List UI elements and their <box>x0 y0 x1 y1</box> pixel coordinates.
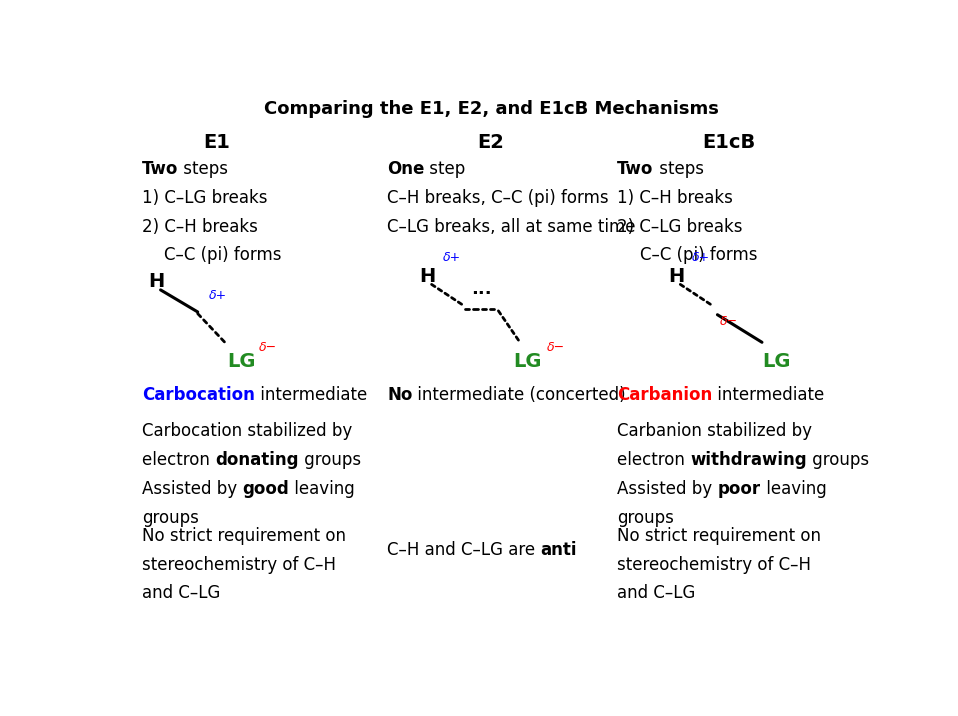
Text: withdrawing: withdrawing <box>691 451 807 469</box>
Text: steps: steps <box>653 160 703 178</box>
Text: No strict requirement on: No strict requirement on <box>142 527 346 545</box>
Text: C–C (pi) forms: C–C (pi) forms <box>640 246 757 264</box>
Text: Assisted by: Assisted by <box>617 480 718 498</box>
Text: steps: steps <box>178 160 228 178</box>
Text: Carbanion: Carbanion <box>617 387 713 405</box>
Text: Carbocation stabilized by: Carbocation stabilized by <box>142 422 353 440</box>
Text: Carbanion stabilized by: Carbanion stabilized by <box>617 422 812 440</box>
Text: E2: E2 <box>477 132 505 152</box>
Text: Two: Two <box>142 160 178 178</box>
Text: LG: LG <box>227 352 256 371</box>
Text: H: H <box>148 272 165 291</box>
Text: 2) C–H breaks: 2) C–H breaks <box>142 218 258 236</box>
Text: and C–LG: and C–LG <box>617 584 696 602</box>
Text: E1cB: E1cB <box>702 132 755 152</box>
Text: C–H breaks, C–C (pi) forms: C–H breaks, C–C (pi) forms <box>387 189 608 207</box>
Text: Comparing the E1, E2, and E1cB Mechanisms: Comparing the E1, E2, and E1cB Mechanism… <box>263 100 718 117</box>
Text: and C–LG: and C–LG <box>142 584 220 602</box>
Text: intermediate: intermediate <box>255 387 367 405</box>
Text: Two: Two <box>617 160 653 178</box>
Text: groups: groups <box>142 509 199 527</box>
Text: poor: poor <box>718 480 761 498</box>
Text: groups: groups <box>617 509 674 527</box>
Text: Carbocation: Carbocation <box>142 387 255 405</box>
Text: δ−: δ− <box>259 342 277 354</box>
Text: C–H and C–LG are: C–H and C–LG are <box>387 541 540 559</box>
Text: donating: donating <box>216 451 299 469</box>
Text: step: step <box>424 160 466 178</box>
Text: groups: groups <box>807 451 869 469</box>
Text: One: One <box>387 160 424 178</box>
Text: No: No <box>387 387 412 405</box>
Text: 1) C–H breaks: 1) C–H breaks <box>617 189 733 207</box>
Text: δ−: δ− <box>547 342 565 354</box>
Text: good: good <box>242 480 289 498</box>
Text: C–C (pi) forms: C–C (pi) forms <box>165 246 282 264</box>
Text: stereochemistry of C–H: stereochemistry of C–H <box>617 556 811 574</box>
Text: Assisted by: Assisted by <box>142 480 242 498</box>
Text: intermediate (concerted): intermediate (concerted) <box>412 387 626 405</box>
Text: LG: LG <box>762 352 790 371</box>
Text: E1: E1 <box>203 132 230 152</box>
Text: leaving: leaving <box>761 480 827 498</box>
Text: stereochemistry of C–H: stereochemistry of C–H <box>142 556 336 574</box>
Text: leaving: leaving <box>289 480 354 498</box>
Text: ···: ··· <box>471 284 492 303</box>
Text: No strict requirement on: No strict requirement on <box>617 527 821 545</box>
Text: electron: electron <box>617 451 691 469</box>
Text: δ+: δ+ <box>443 251 461 264</box>
Text: intermediate: intermediate <box>713 387 825 405</box>
Text: H: H <box>420 266 436 286</box>
Text: groups: groups <box>299 451 361 469</box>
Text: anti: anti <box>540 541 577 559</box>
Text: electron: electron <box>142 451 216 469</box>
Text: δ−: δ− <box>719 315 738 328</box>
Text: 1) C–LG breaks: 1) C–LG breaks <box>142 189 267 207</box>
Text: LG: LG <box>513 352 541 371</box>
Text: δ+: δ+ <box>209 289 227 302</box>
Text: 2) C–LG breaks: 2) C–LG breaks <box>617 218 742 236</box>
Text: C–LG breaks, all at same time: C–LG breaks, all at same time <box>387 218 635 236</box>
Text: δ+: δ+ <box>692 251 710 264</box>
Text: H: H <box>669 266 685 286</box>
